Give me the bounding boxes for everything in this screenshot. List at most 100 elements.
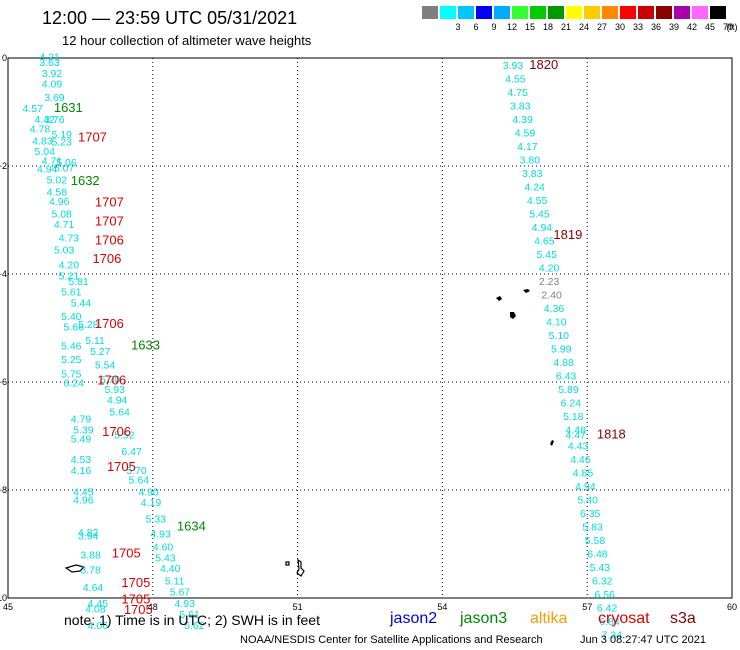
- time-label: 1705: [124, 602, 153, 617]
- wave-height-label: 3.88: [80, 550, 101, 562]
- wave-height-label: 4.71: [42, 155, 63, 167]
- wave-height-label: 5.19: [51, 129, 72, 141]
- island-comoros-b: [285, 558, 305, 577]
- wave-height-label: 5.70: [100, 374, 121, 386]
- legend-swatch: [440, 6, 456, 19]
- wave-height-label: 4.20: [539, 262, 560, 274]
- wave-height-label: 5.46: [61, 341, 82, 353]
- wave-height-label: 4.96: [73, 495, 94, 507]
- legend-swatch: [476, 6, 492, 19]
- wave-height-label: 2.40: [541, 289, 562, 301]
- wave-height-label: 4.53: [71, 454, 92, 466]
- wave-height-label: 4.82: [78, 527, 99, 539]
- time-label: 1634: [177, 519, 206, 534]
- legend-label: 33: [632, 22, 643, 32]
- wave-height-label: 5.54: [95, 360, 116, 372]
- time-label: 1819: [553, 227, 582, 242]
- wave-height-label: 6.24: [561, 397, 582, 409]
- wave-height-label: 4.65: [534, 235, 555, 247]
- wave-height-label: 4.90: [138, 486, 159, 498]
- wave-height-label: 4.73: [59, 233, 80, 245]
- y-tick-label: −8: [0, 485, 7, 495]
- wave-height-label: 4.59: [515, 127, 536, 139]
- wave-height-label: 5.64: [129, 475, 150, 487]
- wave-height-label: 2.23: [539, 276, 560, 288]
- x-tick-label: 57: [582, 602, 592, 612]
- legend-swatch: [710, 6, 726, 19]
- time-label: 1706: [97, 373, 126, 388]
- wave-height-label: 6.32: [592, 576, 613, 588]
- wave-height-label: 6.24: [64, 377, 85, 389]
- time-label: 1706: [95, 316, 124, 331]
- legend-swatch: [674, 6, 690, 19]
- wave-height-label: 5.10: [549, 330, 570, 342]
- wave-height-label: 4.40: [160, 563, 181, 575]
- wave-height-label: 4.93: [175, 598, 196, 610]
- wave-height-label: 5.39: [73, 424, 94, 436]
- time-label: 1706: [92, 251, 121, 266]
- wave-height-label: 5.83: [582, 522, 603, 534]
- wave-height-label: 4.39: [512, 114, 533, 126]
- time-label: 1707: [78, 130, 107, 145]
- wave-height-label: 4.06: [88, 620, 109, 632]
- wave-height-label: 4.36: [544, 303, 565, 315]
- wave-height-label: 7.34: [602, 630, 623, 642]
- time-label: 1707: [95, 213, 124, 228]
- wave-height-label: 5.75: [61, 369, 82, 381]
- wave-height-label: 4.83: [32, 135, 53, 147]
- wave-height-label: 5.52: [114, 430, 135, 442]
- wave-height-label: 6.47: [121, 446, 142, 458]
- wave-height-label: 3.80: [520, 154, 541, 166]
- legend-label: 45: [704, 22, 715, 32]
- wave-height-label: 5.49: [71, 433, 92, 445]
- mission-s3a: s3a: [670, 610, 696, 627]
- legend-label: 21: [560, 22, 571, 32]
- wave-height-label: 3.93: [503, 60, 524, 72]
- x-tick-label: 45: [3, 602, 13, 612]
- legend-swatch: [458, 6, 474, 19]
- wave-height-label: 5.45: [537, 249, 558, 261]
- y-tick-label: −4: [0, 269, 7, 279]
- wave-height-label: 6.48: [587, 549, 608, 561]
- time-label: 1705: [107, 459, 136, 474]
- wave-height-label: 4.64: [83, 582, 104, 594]
- wave-height-label: 4.46: [570, 454, 591, 466]
- time-label: 1632: [71, 173, 100, 188]
- footer-note: note: 1) Time is in UTC; 2) SWH is in fe…: [64, 612, 320, 628]
- wave-height-label: 4.47: [565, 430, 586, 442]
- time-label: 1706: [102, 424, 131, 439]
- wave-height-label: 4.48: [565, 424, 586, 436]
- legend-label: 15: [524, 22, 535, 32]
- legend-swatch: [638, 6, 654, 19]
- wave-height-label: 3.78: [80, 565, 101, 577]
- wave-height-label: 5.66: [64, 322, 85, 334]
- wave-height-label: 6.42: [597, 603, 618, 615]
- wave-height-label: 4.45: [73, 486, 94, 498]
- wave-height-label: 4.96: [49, 196, 70, 208]
- wave-height-label: 3.94: [78, 531, 99, 543]
- wave-height-label: 4.43: [568, 441, 589, 453]
- wave-height-label: 4.88: [553, 357, 574, 369]
- wave-height-label: 4.78: [30, 124, 51, 136]
- legend-label: 6: [473, 22, 479, 32]
- legend-swatch: [548, 6, 564, 19]
- mission-jason2: jason2: [390, 610, 438, 627]
- legend-swatch: [692, 6, 708, 19]
- legend-label: 3: [455, 22, 461, 32]
- legend-label: 18: [542, 22, 553, 32]
- wave-height-label: 4.24: [524, 181, 545, 193]
- mission-altika: altika: [530, 610, 568, 627]
- island-farquhar: [550, 440, 554, 446]
- wave-height-label: 5.02: [47, 174, 68, 186]
- wave-height-label: 6.43: [556, 370, 577, 382]
- generated-timestamp: Jun 3 08:27:47 UTC 2021: [580, 634, 706, 646]
- wave-height-label: 5.40: [578, 495, 599, 507]
- wave-height-label: 5.08: [51, 208, 72, 220]
- legend-label: 9: [491, 22, 497, 32]
- legend-swatch: [656, 6, 672, 19]
- wave-height-label: 4.21: [39, 52, 60, 64]
- legend-swatch: [566, 6, 582, 19]
- wave-height-label: 4.94: [532, 222, 553, 234]
- legend-label: 24: [578, 22, 589, 32]
- wave-height-label: 3.76: [44, 114, 65, 126]
